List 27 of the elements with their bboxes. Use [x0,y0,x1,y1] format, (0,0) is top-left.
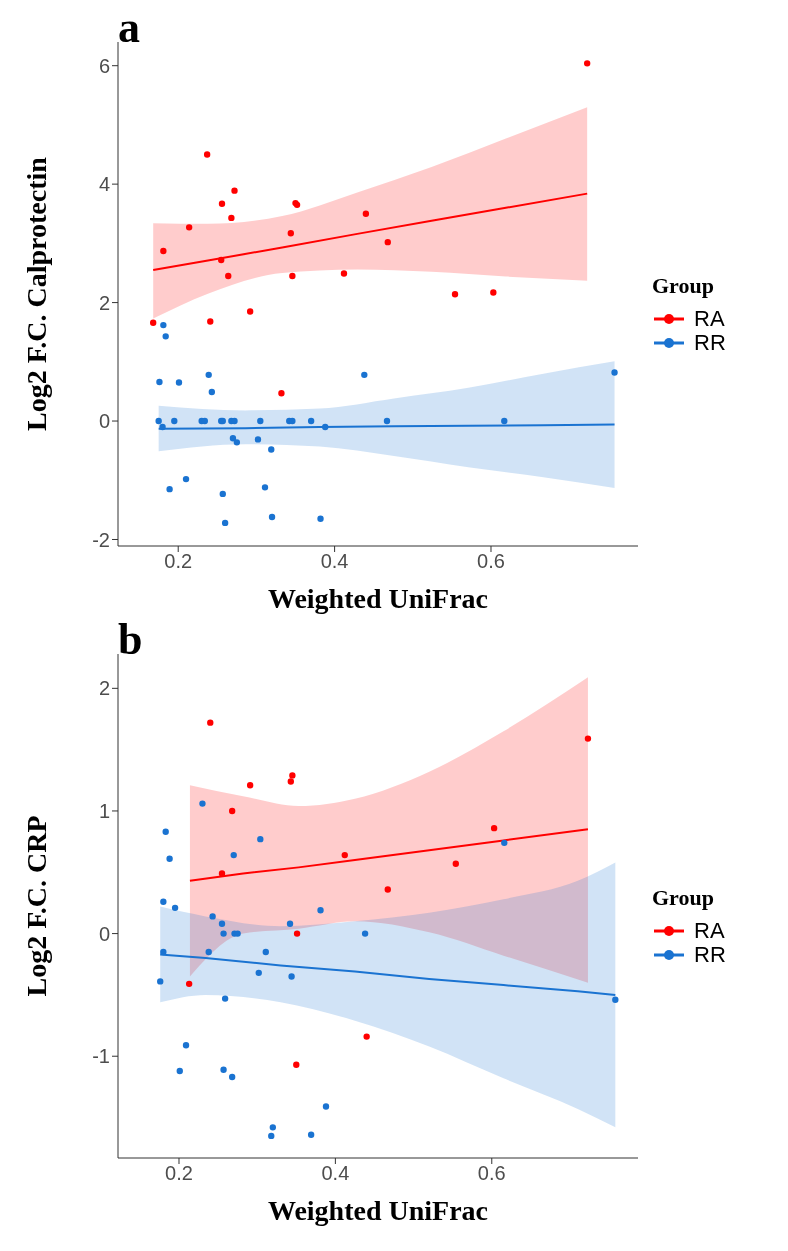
y-tick-label: 4 [98,173,110,196]
x-tick-label: 0.6 [477,550,505,573]
y-tick-label: 0 [98,922,110,945]
x-axis-title: Weighted UniFrac [267,1195,489,1226]
legend-label: RA [694,918,725,943]
x-axis-title: Weighted UniFrac [267,583,489,614]
legend-title: Group [652,273,715,299]
chart-title: b [118,614,143,665]
chart-title: a [118,2,140,53]
y-tick-label: 2 [98,291,110,314]
y-tick-label: -2 [92,528,110,551]
y-tick-label: 2 [98,677,110,700]
y-tick-label: 1 [98,800,110,823]
legend-title: Group [652,885,715,911]
x-tick-label: 0.6 [477,1162,506,1185]
x-tick-label: 0.2 [165,1162,193,1185]
x-tick-label: 0.4 [321,1162,350,1185]
y-tick-label: 0 [98,410,110,433]
legend-label: RA [694,306,725,331]
x-tick-label: 0.2 [164,550,193,573]
y-axis-title: Log2 F.C. CRP [20,815,52,997]
y-axis-title: Log2 F.C. Calprotectin [20,156,52,431]
y-tick-label: -1 [92,1045,110,1068]
legend-label: RR [694,330,726,355]
legend-label: RR [694,942,726,967]
x-tick-label: 0.4 [320,550,349,573]
y-tick-label: 6 [98,54,110,77]
